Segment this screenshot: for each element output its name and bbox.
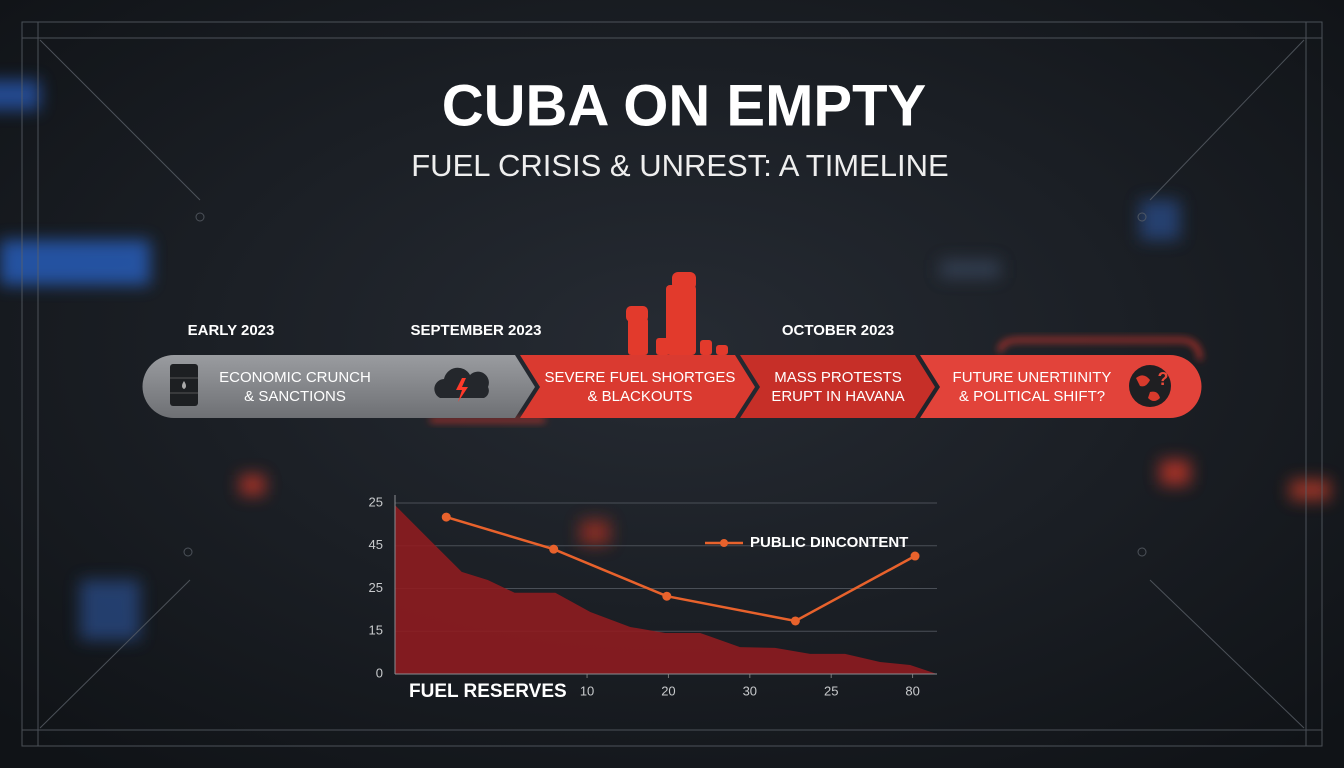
x-tick-label: 20 (661, 683, 675, 698)
stage-text: & SANCTIONS (244, 388, 346, 405)
area (395, 505, 937, 674)
stage-text: MASS PROTESTS (774, 369, 902, 386)
point (662, 591, 672, 601)
y-tick-label: 25 (369, 580, 383, 595)
stage-text: & BLACKOUTS (587, 388, 692, 405)
stage-text: SEVERE FUEL SHORTGES (545, 369, 736, 386)
stage-shape (920, 355, 1202, 418)
title: CUBA ON EMPTY (442, 73, 926, 138)
stage-text: ECONOMIC CRUNCH (219, 369, 371, 386)
globe-icon: ? (1129, 365, 1171, 407)
timeline-date: EARLY 2023 (188, 322, 275, 339)
y-tick-label: 0 (376, 665, 383, 680)
timeline: ? (142, 272, 1202, 422)
stage-shape (520, 355, 755, 418)
point (441, 512, 451, 522)
subtitle: FUEL CRISIS & UNREST: A TIMELINE (411, 148, 948, 183)
point (910, 551, 920, 561)
x-tick-label: 30 (743, 683, 757, 698)
barrel-icon (170, 364, 198, 406)
y-tick-label: 45 (369, 537, 383, 552)
x-tick-label: 25 (824, 683, 838, 698)
point (549, 544, 559, 554)
background-lights (0, 80, 1330, 640)
stage-text: ERUPT IN HAVANA (771, 388, 904, 405)
legend-swatch (720, 539, 728, 547)
timeline-date: OCTOBER 2023 (782, 322, 894, 339)
fists-icon (626, 272, 728, 355)
x-tick-label: 80 (905, 683, 919, 698)
globe-mark: ? (1158, 369, 1169, 389)
x-tick-label: 10 (580, 683, 594, 698)
stage-text: & POLITICAL SHIFT? (959, 388, 1105, 405)
stage-text: FUTURE UNERTIINITY (953, 369, 1112, 386)
legend-label: PUBLIC DINCONTENT (750, 534, 908, 551)
stage-shape (142, 355, 536, 419)
point (790, 616, 800, 626)
timeline-date: SEPTEMBER 2023 (411, 322, 542, 339)
y-tick-label: 15 (369, 623, 383, 638)
y-tick-label: 25 (369, 494, 383, 509)
storm-icon (434, 367, 489, 402)
stage-shape (740, 355, 935, 418)
glow-line (430, 338, 1202, 422)
chart: 0 15 25 45 25 10 20 30 25 80 FUEL RESERVES PUBLIC D… (369, 494, 937, 702)
frame (21, 21, 1323, 747)
series-label: FUEL RESERVES (409, 681, 567, 702)
